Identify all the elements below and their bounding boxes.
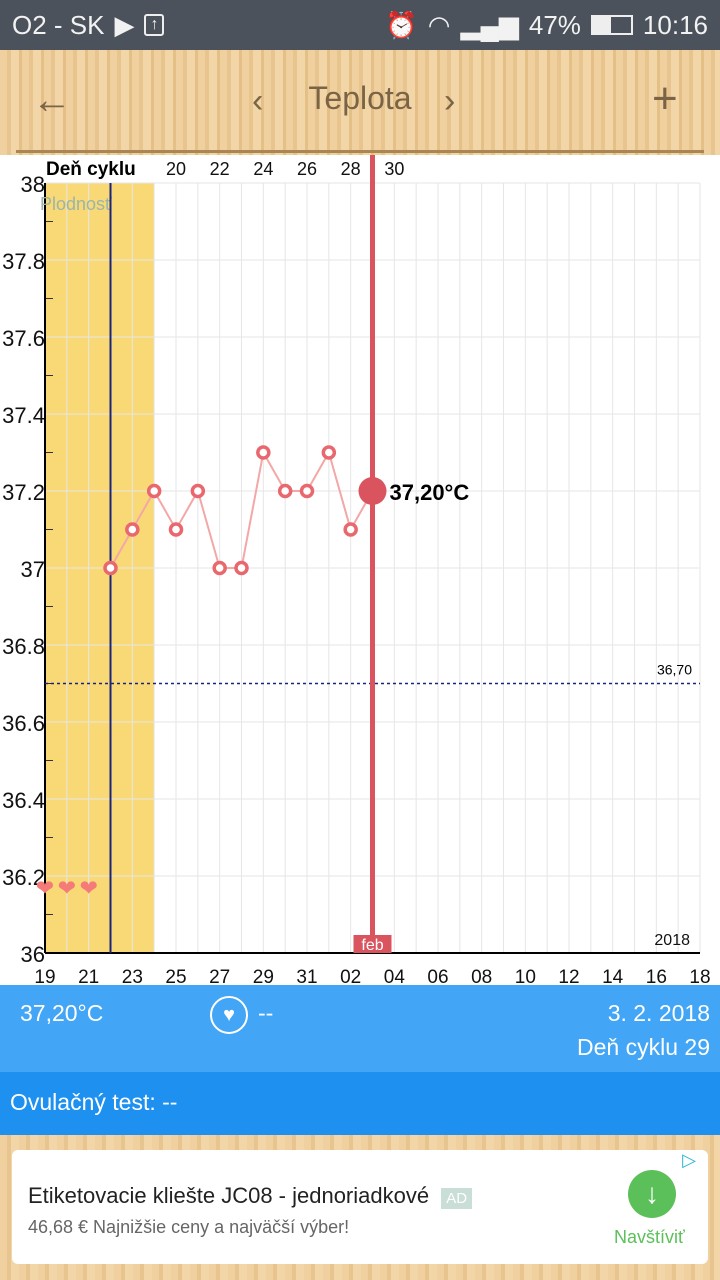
- y-tick-label: 37.4: [2, 403, 45, 428]
- ovulation-test-row[interactable]: Ovulačný test: --: [0, 1072, 720, 1135]
- data-point: [299, 483, 315, 499]
- x-tick-label: 19: [34, 967, 55, 985]
- year-label: 2018: [654, 932, 690, 949]
- x-tick-label: 25: [165, 967, 186, 985]
- cycle-day-tick: 20: [166, 159, 186, 179]
- x-tick-label: 06: [427, 967, 448, 985]
- arrow-left-icon: ←: [32, 78, 72, 122]
- play-store-icon: ▶: [114, 9, 135, 40]
- x-tick-label: 29: [253, 967, 274, 985]
- x-tick-label: 27: [209, 967, 230, 985]
- cycle-day-tick: 24: [253, 159, 273, 179]
- data-point: [146, 483, 162, 499]
- clock: 10:16: [642, 9, 708, 40]
- data-point: [343, 522, 358, 537]
- heart-icon: ❤: [58, 876, 76, 901]
- add-button[interactable]: +: [652, 74, 678, 124]
- info-cycle-day: Deň cyklu 29: [577, 1034, 710, 1060]
- alarm-icon: ⏰: [385, 9, 418, 40]
- y-tick-label: 36.6: [2, 711, 45, 736]
- y-tick-label: 38: [21, 172, 45, 197]
- y-tick-label: 37.8: [2, 249, 45, 274]
- data-point: [277, 483, 293, 499]
- y-tick-label: 36.8: [2, 634, 45, 659]
- data-point: [256, 445, 271, 460]
- data-point: [190, 483, 206, 499]
- data-point: [103, 560, 118, 576]
- data-point: [321, 445, 337, 460]
- selected-data-point: [358, 477, 387, 505]
- cycle-day-axis-label: Deň cyklu: [46, 159, 136, 180]
- visit-button[interactable]: Navštíviť: [614, 1227, 685, 1247]
- data-point: [168, 522, 184, 537]
- intercourse-value: --: [258, 1000, 274, 1026]
- data-point: [234, 560, 249, 576]
- cycle-day-tick: 28: [341, 159, 361, 179]
- battery-level: 47%: [528, 9, 581, 40]
- next-button[interactable]: ›: [444, 82, 455, 121]
- month-badge: [353, 935, 392, 953]
- x-tick-label: 02: [340, 967, 361, 985]
- y-tick-label: 36: [21, 942, 45, 967]
- coverline-label: 36,70: [657, 662, 692, 678]
- info-panel: 37,20°C ♥ -- 3. 2. 2018 Deň cyklu 29: [0, 985, 720, 1072]
- battery-icon: [590, 15, 633, 35]
- x-tick-label: 12: [558, 967, 579, 985]
- ad-badge: AD: [441, 1188, 473, 1209]
- ovulation-value: --: [162, 1089, 178, 1115]
- x-tick-label: 14: [602, 967, 624, 985]
- y-tick-label: 36.2: [2, 865, 45, 890]
- y-tick-label: 36.4: [2, 788, 45, 813]
- carrier: O2 - SK: [12, 9, 105, 40]
- ad-container: Etiketovacie kliešte JC08 - jednoriadkov…: [0, 1135, 720, 1280]
- signal-icon: ▂▄▆: [460, 9, 519, 40]
- y-tick-label: 37: [21, 557, 45, 582]
- data-point: [212, 560, 227, 576]
- data-point: [125, 522, 140, 537]
- ovulation-label: Ovulačný test:: [10, 1089, 156, 1115]
- selected-value-label: 37,20°C: [390, 480, 470, 505]
- back-button[interactable]: ←: [32, 78, 72, 123]
- x-tick-label: 18: [689, 967, 710, 985]
- info-date: 3. 2. 2018: [607, 1000, 710, 1026]
- y-tick-label: 37.6: [2, 326, 45, 351]
- ad-title: Etiketovacie kliešte JC08 - jednoriadkov…: [28, 1183, 473, 1209]
- y-tick-label: 37.2: [2, 480, 45, 505]
- ad-title-text: Etiketovacie kliešte JC08 - jednoriadkov…: [28, 1183, 430, 1208]
- x-tick-label: 31: [296, 967, 317, 985]
- chevron-left-icon: ‹: [252, 82, 264, 120]
- x-tick-label: 04: [384, 967, 406, 985]
- month-label: feb: [361, 937, 383, 954]
- x-tick-label: 21: [78, 967, 99, 985]
- info-temperature: 37,20°C: [20, 1000, 104, 1026]
- x-tick-label: 10: [515, 967, 536, 985]
- heart-icon: ❤: [36, 876, 54, 901]
- header-divider: [16, 150, 704, 153]
- adchoices-icon[interactable]: ▷: [682, 1150, 696, 1170]
- prev-button[interactable]: ‹: [252, 82, 263, 121]
- upload-icon: ↑: [144, 14, 165, 36]
- wifi-icon: ◠: [427, 9, 451, 40]
- x-tick-label: 08: [471, 967, 492, 985]
- fertility-label: Plodnosť: [40, 194, 112, 214]
- heart-icon: ❤: [79, 876, 97, 901]
- ad-subtitle: 46,68 € Najnižšie ceny a najväčší výber!: [28, 1217, 350, 1237]
- chevron-right-icon: ›: [444, 82, 456, 120]
- download-arrow-icon[interactable]: ↓: [628, 1170, 676, 1218]
- plus-icon: +: [652, 74, 678, 123]
- app-header: ← ‹ Teplota › +: [0, 50, 720, 155]
- cycle-day-tick: 22: [210, 159, 230, 179]
- ad-banner[interactable]: Etiketovacie kliešte JC08 - jednoriadkov…: [12, 1150, 708, 1264]
- page-title: Teplota: [308, 80, 412, 116]
- heart-circle-icon[interactable]: ♥: [210, 996, 248, 1034]
- x-tick-label: 16: [646, 967, 667, 985]
- x-tick-label: 23: [122, 967, 143, 985]
- temperature-chart[interactable]: 38 37.8 37.6 37.4 37.2 37 36.8 36.6 36.4 36.2 3619…: [0, 155, 720, 985]
- status-bar: O2 - SK ▶ ↑ ⏰ ◠ ▂▄▆ 47% 10:16: [0, 0, 720, 50]
- cycle-day-tick: 26: [297, 159, 317, 179]
- cycle-day-tick: 30: [384, 159, 404, 179]
